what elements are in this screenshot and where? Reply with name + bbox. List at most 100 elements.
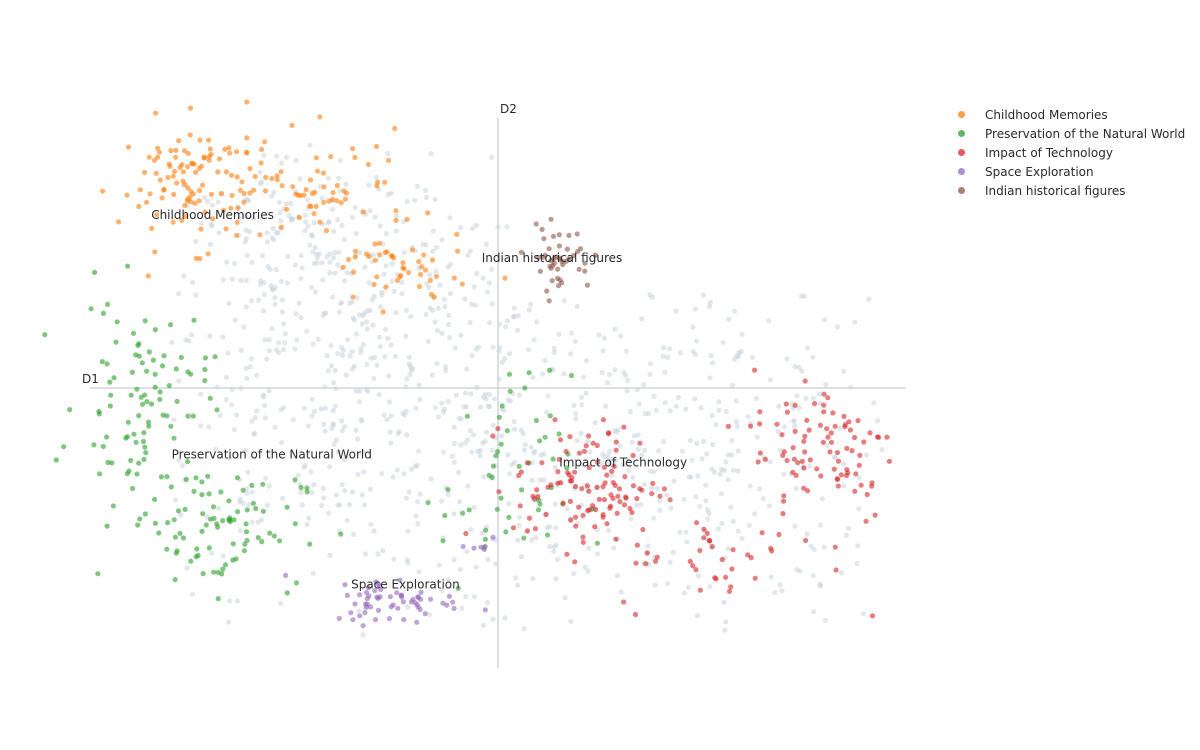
data-point [791,456,798,462]
background-point [441,296,447,303]
background-point [272,424,278,430]
data-point [145,273,151,279]
data-point [490,433,496,439]
data-point [107,403,113,409]
background-point [626,467,632,474]
background-point [297,176,303,182]
background-point [343,372,349,378]
data-point [313,155,319,161]
background-point [298,489,304,496]
background-point [607,449,613,455]
data-point [592,507,599,513]
data-point [584,483,591,489]
legend-item[interactable]: Indian historical figures [955,181,1185,200]
data-point [172,168,178,174]
data-point [444,602,450,608]
background-point [657,507,663,513]
data-point [202,366,208,373]
background-point [671,478,677,484]
background-point [673,403,679,409]
data-point [604,472,610,478]
background-point [502,356,508,362]
background-point [272,301,278,307]
background-point [692,352,699,358]
background-point [667,408,673,414]
data-point [622,474,628,480]
background-point [629,439,635,445]
legend-item[interactable]: Impact of Technology [955,143,1185,162]
background-point [469,225,475,231]
background-point [583,390,589,396]
data-point [557,437,564,443]
background-point [468,391,474,397]
data-point [219,191,225,197]
data-point [793,472,799,478]
background-point [599,369,605,376]
background-point [339,418,345,424]
background-point [807,463,813,469]
background-point [267,266,273,272]
background-point [299,502,305,508]
background-point [670,549,676,555]
data-point [200,571,206,577]
background-point [404,198,410,205]
data-point [190,191,196,197]
background-point [416,569,422,575]
data-point [586,507,592,513]
background-point [335,350,341,356]
background-point [260,392,267,398]
background-point [298,275,304,282]
data-point [376,240,383,246]
background-point [389,261,395,267]
background-point [612,326,618,332]
background-point [673,308,679,314]
data-point [752,367,758,373]
data-point [152,520,158,526]
background-point [321,495,327,501]
background-point [840,461,847,467]
data-point [172,577,178,583]
legend-item[interactable]: Space Exploration [955,162,1185,181]
data-point [231,517,237,523]
background-point [409,466,415,472]
data-point [627,505,633,512]
background-point [341,424,347,430]
background-point [599,460,605,466]
legend-item[interactable]: Preservation of the Natural World [955,124,1185,143]
data-point [596,496,603,502]
data-point [321,184,327,190]
background-point [371,376,377,382]
background-point [302,228,308,234]
background-point [273,153,280,159]
data-point [164,413,170,419]
background-point [417,397,423,403]
background-point [327,259,333,265]
background-point [347,353,353,359]
background-point [804,531,810,537]
background-point [681,496,687,503]
background-point [294,337,300,343]
data-point [241,548,247,554]
data-point [105,301,111,307]
background-point [245,197,251,203]
data-point [220,518,226,524]
background-point [296,300,302,306]
data-point [230,541,236,547]
background-point [631,433,637,439]
background-point [749,354,756,360]
data-point [784,409,791,415]
background-point [207,333,213,339]
background-point [234,598,240,604]
data-point [292,521,298,527]
legend-item[interactable]: Childhood Memories [955,105,1185,124]
background-point [803,395,809,402]
data-point [701,535,707,541]
background-point [403,307,410,313]
data-point [803,537,809,544]
background-point [261,152,267,159]
data-point [790,445,796,451]
data-point [482,543,488,550]
data-point [304,489,310,495]
data-point [382,179,388,185]
data-point [357,592,363,598]
